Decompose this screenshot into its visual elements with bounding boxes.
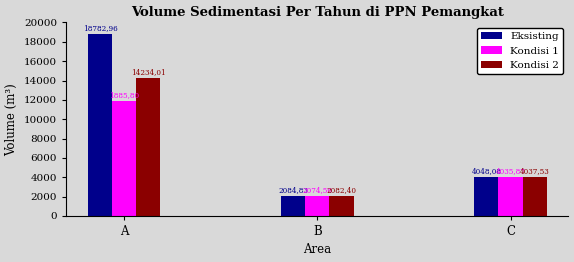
Bar (498, 177, 522, 216)
Text: 2074,56: 2074,56 (302, 186, 332, 194)
Bar (136, 78, 160, 216)
X-axis label: Area: Area (303, 243, 331, 256)
Bar (281, 196, 305, 216)
Bar (329, 196, 354, 216)
Title: Volume Sedimentasi Per Tahun di PPN Pemangkat: Volume Sedimentasi Per Tahun di PPN Pema… (131, 6, 504, 19)
Bar (112, 101, 136, 216)
Text: 18782,96: 18782,96 (83, 25, 118, 32)
Text: 2084,83: 2084,83 (278, 186, 308, 194)
Legend: Eksisting, Kondisi 1, Kondisi 2: Eksisting, Kondisi 1, Kondisi 2 (477, 28, 563, 74)
Y-axis label: Volume (m³): Volume (m³) (6, 83, 18, 156)
Text: 4048,08: 4048,08 (471, 167, 501, 175)
Text: 14234,01: 14234,01 (131, 68, 166, 77)
Bar (522, 177, 546, 216)
Text: 1885,80: 1885,80 (109, 91, 139, 99)
Bar (474, 177, 498, 216)
Bar (88, 34, 112, 216)
Bar (305, 196, 329, 216)
Text: 2082,40: 2082,40 (327, 186, 356, 194)
Text: 4035,87: 4035,87 (495, 167, 525, 175)
Text: 4037,53: 4037,53 (520, 167, 549, 175)
